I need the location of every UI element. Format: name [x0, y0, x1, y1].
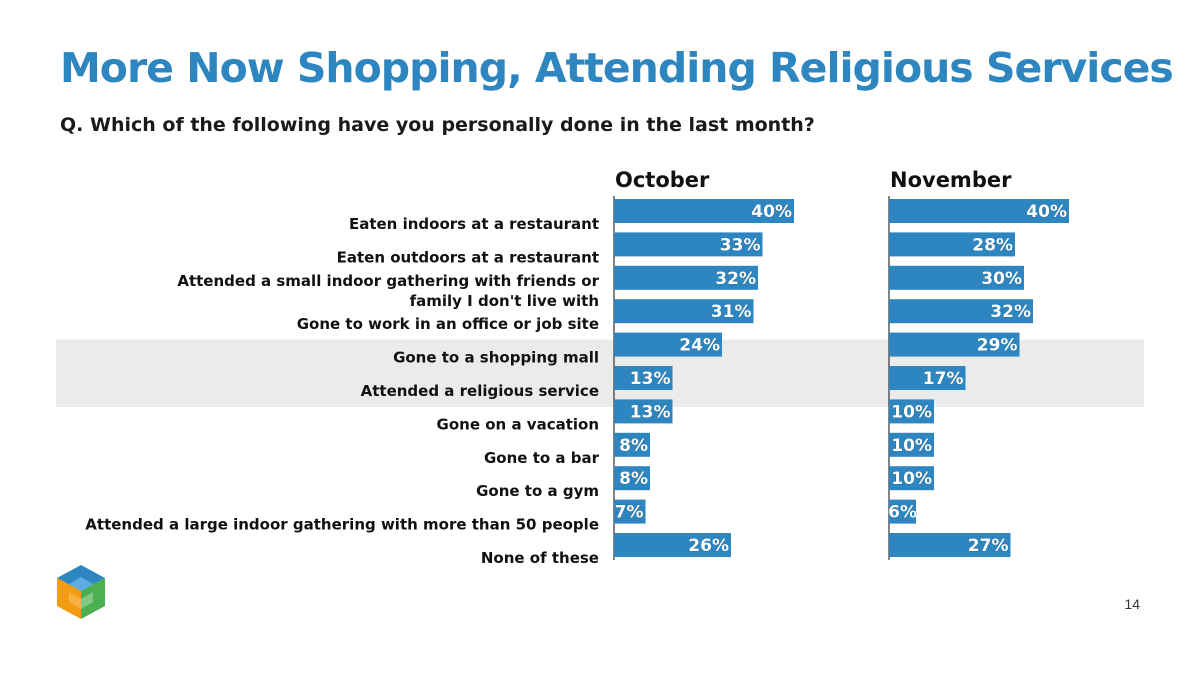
bar: [614, 199, 794, 223]
bar: [889, 432, 934, 457]
category-label: Gone to a gym: [476, 482, 599, 500]
bar: [889, 366, 966, 390]
bar: [614, 299, 754, 324]
bar: [614, 499, 646, 524]
data-label: 13%: [630, 402, 671, 422]
bar: [889, 332, 1020, 357]
data-label: 33%: [720, 235, 761, 255]
bar: [614, 432, 650, 457]
bar: [614, 232, 763, 257]
bar: [889, 399, 934, 424]
data-label: 10%: [891, 436, 932, 456]
category-label: Gone to a bar: [484, 449, 600, 467]
data-label: 30%: [981, 269, 1022, 289]
category-label: Attended a small indoor gathering with f…: [177, 272, 599, 310]
category-label: Gone on a vacation: [437, 415, 599, 433]
data-label: 8%: [619, 436, 648, 456]
bar: [889, 299, 1033, 324]
series-header-october: October: [615, 168, 710, 192]
bar: [889, 499, 916, 524]
bar: [889, 265, 1024, 290]
question-subtitle: Q. Which of the following have you perso…: [60, 114, 815, 136]
data-label: 24%: [679, 336, 720, 356]
page-title: More Now Shopping, Attending Religious S…: [60, 44, 1174, 92]
data-label: 27%: [968, 536, 1009, 556]
bar: [614, 533, 731, 557]
bar: [614, 399, 673, 424]
data-label: 8%: [619, 469, 648, 489]
data-label: 40%: [751, 202, 792, 222]
data-label: 17%: [923, 369, 964, 389]
category-label: Attended a religious service: [361, 382, 599, 400]
category-label: None of these: [481, 549, 599, 567]
bar: [614, 265, 758, 290]
page-number: 14: [1124, 596, 1140, 612]
bar: [614, 466, 650, 491]
category-label: Eaten outdoors at a restaurant: [337, 248, 599, 266]
series-header-november: November: [890, 168, 1012, 192]
bar: [889, 232, 1015, 257]
data-label: 26%: [688, 536, 729, 556]
bar: [889, 466, 934, 491]
data-label: 31%: [711, 302, 752, 322]
data-label: 10%: [891, 402, 932, 422]
data-label: 32%: [990, 302, 1031, 322]
data-label: 10%: [891, 469, 932, 489]
bar: [614, 366, 673, 390]
category-label: Attended a large indoor gathering with m…: [85, 516, 599, 534]
data-label: 29%: [977, 336, 1018, 356]
cube-logo-icon: [55, 563, 107, 625]
data-label: 13%: [630, 369, 671, 389]
bar: [889, 533, 1011, 557]
data-label: 7%: [615, 503, 644, 523]
category-label: Gone to work in an office or job site: [297, 315, 599, 333]
data-label: 6%: [888, 503, 917, 523]
bar: [889, 199, 1069, 223]
category-label: Eaten indoors at a restaurant: [349, 215, 599, 233]
data-label: 40%: [1026, 202, 1067, 222]
data-label: 28%: [972, 235, 1013, 255]
data-label: 32%: [715, 269, 756, 289]
category-label: Gone to a shopping mall: [393, 349, 599, 367]
bar: [614, 332, 722, 357]
